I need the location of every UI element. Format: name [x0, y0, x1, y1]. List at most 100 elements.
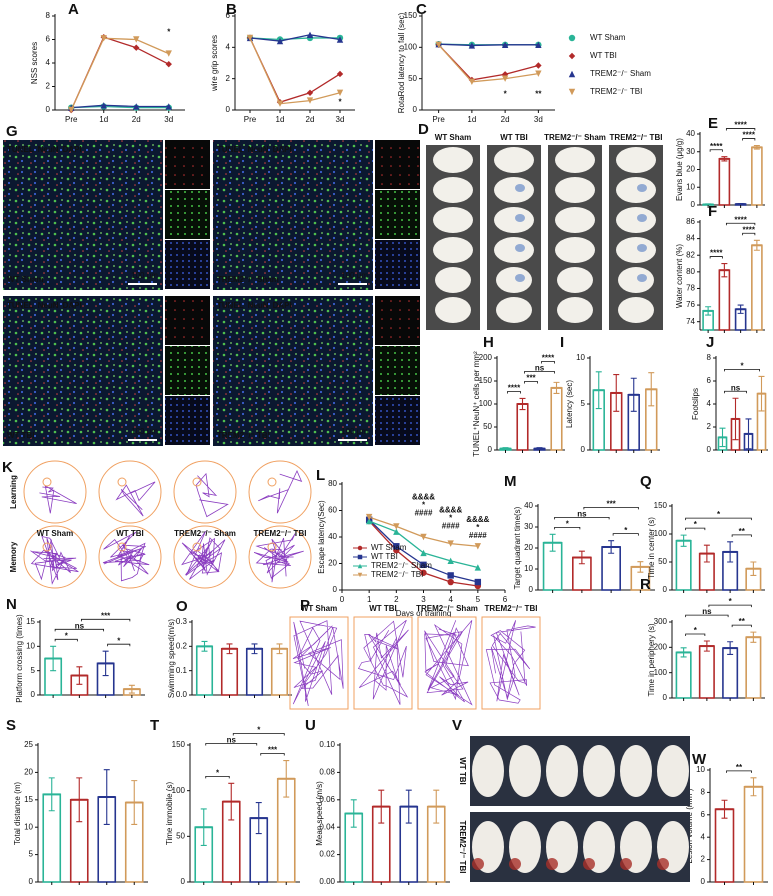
y-tick-label: 0.06: [319, 795, 335, 804]
row-label: Learning: [9, 475, 18, 509]
channel-image: [375, 396, 420, 445]
marker: [568, 70, 576, 78]
y-tick-label: 4: [707, 399, 712, 408]
marker: [246, 34, 254, 42]
brain-slice: [618, 267, 654, 293]
y-tick-label: 0: [707, 445, 712, 454]
error-bar: [727, 641, 734, 655]
y-tick-label: 6: [701, 810, 706, 819]
swim-path: [181, 530, 226, 580]
y-tick-label: 10: [524, 564, 533, 573]
sig-label: *: [694, 520, 698, 529]
brain-slice: [435, 297, 471, 323]
channel-image: [375, 190, 420, 239]
error-bar: [595, 371, 602, 410]
marker: [568, 34, 576, 42]
swim-path: [253, 533, 304, 583]
series-line: [70, 36, 170, 111]
sig-bracket: [583, 506, 639, 510]
marker: [474, 543, 482, 550]
error-bar: [200, 808, 207, 847]
sig-label: *: [117, 636, 121, 645]
sig-label: ns: [535, 364, 545, 373]
sig-bracket: [742, 232, 756, 236]
error-bar: [251, 643, 258, 655]
sig-bracket: [685, 517, 752, 521]
marker: [357, 572, 363, 578]
panel-letter: L: [316, 467, 325, 484]
error-bar: [737, 203, 744, 206]
brain-slice: [435, 267, 471, 293]
panel-letter: F: [708, 203, 717, 220]
marker: [468, 78, 476, 85]
panel-letter: U: [305, 717, 316, 734]
y-tick-label: 20: [524, 543, 533, 552]
annotation: **: [535, 89, 542, 98]
pool: [173, 525, 237, 589]
sig-bracket: [726, 770, 752, 773]
sig-label: ****: [508, 384, 521, 393]
bar: [718, 269, 731, 331]
y-axis-label: Evans blue (μg/g): [675, 138, 684, 201]
panel-letter: C: [416, 1, 427, 18]
y-tick-label: 20: [686, 165, 695, 174]
x-tick-label: 1: [367, 595, 372, 604]
group-label: WT Sham: [435, 133, 471, 142]
marker: [501, 71, 509, 78]
y-axis-label: Target quadrant time(s): [513, 506, 522, 589]
brain-slice: [433, 207, 473, 233]
sig-label: *: [694, 626, 698, 635]
y-tick-label: 50: [658, 557, 667, 566]
lesion: [637, 244, 647, 252]
brain: [546, 745, 578, 797]
y-axis-label: Total distance (m): [13, 782, 22, 845]
y-tick-label: 80: [328, 479, 337, 488]
x-tick-label: Pre: [244, 115, 257, 124]
stain-label: DAPI: [273, 145, 292, 154]
y-tick-label: 0.08: [319, 768, 335, 777]
brain: [657, 745, 689, 797]
marker: [420, 561, 427, 569]
marker: [133, 36, 140, 43]
y-tick-label: 6: [707, 376, 712, 385]
lesion: [515, 184, 525, 192]
bar: [745, 636, 762, 699]
annotation: *: [476, 523, 480, 532]
brain: [509, 745, 541, 797]
annotation: &&&&: [439, 506, 462, 515]
group-label: WT TBI: [116, 529, 144, 538]
sig-bracket: [725, 128, 756, 131]
platform: [267, 542, 277, 552]
panel-letter: I: [560, 334, 564, 351]
legend-label: TREM2⁻/⁻ Sham: [590, 69, 651, 78]
sig-label: ns: [702, 607, 712, 616]
y-tick-label: 0: [529, 585, 534, 594]
brain: [583, 745, 615, 797]
marker: [535, 41, 542, 49]
micrograph: [213, 140, 373, 290]
y-tick-label: 10: [696, 765, 705, 774]
y-tick-label: 2: [701, 855, 706, 864]
sig-label: *: [624, 526, 628, 535]
bar: [751, 244, 763, 331]
error-bar: [637, 561, 644, 573]
annotation: *: [422, 500, 426, 509]
sig-label: *: [717, 510, 721, 519]
lesion: [515, 274, 525, 282]
sig-label: ***: [101, 611, 111, 620]
y-axis-label: Latency (sec): [565, 380, 574, 428]
y-tick-label: 100: [654, 668, 668, 677]
marker: [568, 88, 576, 96]
y-tick-label: 4: [46, 58, 51, 67]
row-label: Memory: [9, 541, 18, 572]
brain-slice: [496, 297, 532, 323]
marker: [276, 100, 284, 107]
y-axis-label: RotaRod latency to fall (sec): [397, 12, 406, 113]
y-tick-label: 8: [701, 788, 706, 797]
y-tick-label: 0: [46, 105, 51, 114]
y-tick-label: 0.10: [319, 740, 335, 749]
stain-label: TUNEL: [217, 301, 244, 310]
marker: [336, 89, 344, 96]
lesion: [637, 274, 647, 282]
y-axis-label: NSS scores: [30, 42, 39, 84]
